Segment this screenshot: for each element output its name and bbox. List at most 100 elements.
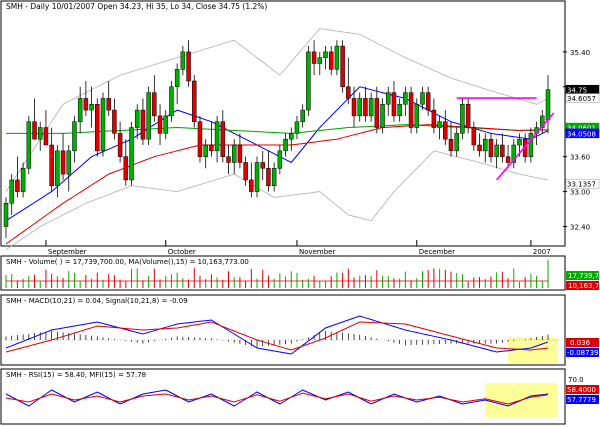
month-label: December xyxy=(419,248,455,256)
price-panel xyxy=(0,0,566,247)
candle-body xyxy=(186,51,191,82)
signal-line xyxy=(5,321,549,353)
month-label: November xyxy=(299,248,336,256)
macd-badge-bottom: -0.08739 xyxy=(567,349,598,357)
candle-body xyxy=(460,104,465,134)
candle-body xyxy=(192,80,197,122)
candle-body xyxy=(511,144,517,163)
candle-body xyxy=(32,121,37,140)
candle-body xyxy=(89,104,94,111)
candle-body xyxy=(488,138,494,157)
macd-label: SMH - MACD(10,21) = 0.04, Signal(10,21,8… xyxy=(6,297,188,305)
candle-body xyxy=(346,86,351,99)
candle-body xyxy=(517,138,522,146)
volume-badge-top: 17,739,700 xyxy=(568,272,600,280)
candle-body xyxy=(83,98,89,111)
candle-body xyxy=(60,150,66,175)
candle-body xyxy=(334,45,340,70)
candle-body xyxy=(500,144,505,157)
candle-body xyxy=(283,138,288,152)
candle-body xyxy=(140,109,146,140)
candle-body xyxy=(72,121,77,152)
candle-body xyxy=(403,92,408,105)
candle-body xyxy=(117,133,123,157)
candle-body xyxy=(20,168,26,192)
candle-body xyxy=(323,51,328,58)
price-badge xyxy=(565,178,600,189)
bollinger-upper xyxy=(5,28,549,192)
rsi-badge-mid: 58.4000 xyxy=(567,386,596,394)
candle-body xyxy=(26,121,32,169)
price-tick-label: 33.00 xyxy=(570,189,590,197)
volume-panel xyxy=(0,255,566,291)
candle-body xyxy=(300,109,305,122)
ma-blue xyxy=(5,86,549,222)
overlay-lines xyxy=(5,28,549,251)
candle-body xyxy=(214,121,220,152)
rsi-badge-top: 70.0 xyxy=(568,376,584,384)
macd-panel xyxy=(0,294,566,366)
candle-body xyxy=(146,92,151,140)
candle-body xyxy=(106,98,111,111)
price-tick-label: 32.40 xyxy=(570,224,590,232)
candle-body xyxy=(448,138,454,152)
candle-body xyxy=(425,92,431,111)
candle-body xyxy=(15,179,20,192)
candle-body xyxy=(357,98,362,117)
price-badge xyxy=(565,128,600,139)
candle-body xyxy=(37,127,43,140)
candle-body xyxy=(317,57,323,64)
candle-body xyxy=(386,92,391,105)
candle-body xyxy=(340,45,345,88)
price-badge xyxy=(565,93,600,103)
rsi-badges: 70.0 58.4000 57.7779 xyxy=(566,376,599,404)
price-badge-label: 34.6057 xyxy=(567,95,596,103)
candle-body xyxy=(266,168,271,187)
price-tick-label: 33.60 xyxy=(570,154,590,162)
macd-badges: 0.036 -0.08739 xyxy=(566,338,599,357)
candle-body xyxy=(545,89,551,121)
candle-body xyxy=(408,92,414,128)
candle-body xyxy=(351,98,357,117)
month-label: October xyxy=(168,248,196,256)
candle-body xyxy=(243,162,248,181)
candle-body xyxy=(420,92,425,105)
price-badge-label: 33.1357 xyxy=(567,181,596,189)
candle-body xyxy=(209,144,214,152)
volume-badge-bottom: 10,163,773 xyxy=(568,282,600,290)
candle-body xyxy=(220,121,226,157)
candle-body xyxy=(169,86,174,117)
candle-body xyxy=(3,202,9,227)
candle-body xyxy=(294,121,300,134)
candle-body xyxy=(443,121,448,140)
candle-body xyxy=(95,104,100,152)
bollinger-lower xyxy=(5,150,549,251)
candle-body xyxy=(277,150,283,169)
candle-body xyxy=(437,121,442,128)
candle-body xyxy=(431,109,437,128)
month-axis: September October November December 2007 xyxy=(45,240,551,256)
candle-body xyxy=(391,92,397,117)
mfi-line xyxy=(5,392,549,405)
candlestick-series xyxy=(3,40,551,239)
candle-body xyxy=(226,156,231,163)
candle-body xyxy=(152,92,157,117)
candle-body xyxy=(454,133,459,152)
candle-body xyxy=(9,179,14,204)
candle-body xyxy=(374,98,380,128)
support-line xyxy=(496,112,555,181)
candle-body xyxy=(163,115,168,134)
candle-body xyxy=(180,51,186,70)
month-label: 2007 xyxy=(533,248,551,256)
candle-body xyxy=(505,156,511,163)
candle-body xyxy=(328,51,334,70)
trendlines xyxy=(456,97,555,181)
candle-body xyxy=(174,69,180,88)
candle-body xyxy=(306,51,311,111)
candle-body xyxy=(134,109,140,128)
candle-body xyxy=(311,51,317,64)
macd-line xyxy=(5,315,549,355)
candle-body xyxy=(237,144,243,163)
